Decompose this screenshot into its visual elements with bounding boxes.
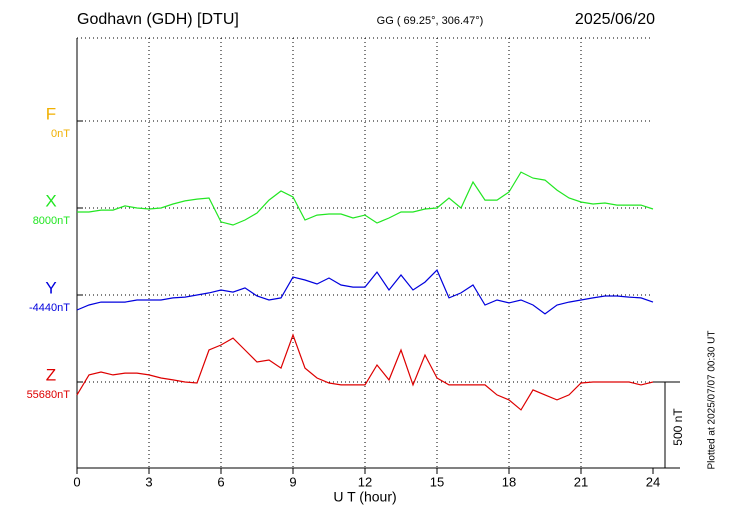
x-tick-label: 18 (502, 474, 516, 489)
x-tick-label: 24 (646, 474, 660, 489)
series-name: Z (46, 365, 56, 384)
series-name: F (46, 104, 56, 123)
baseline-label: 55680nT (27, 389, 71, 401)
baseline-label: -4440nT (29, 302, 70, 314)
x-tick-label: 3 (145, 474, 152, 489)
baseline-label: 0nT (51, 128, 70, 140)
x-tick-label: 0 (73, 474, 80, 489)
x-tick-label: 21 (574, 474, 588, 489)
x-tick-label: 9 (289, 474, 296, 489)
x-tick-label: 15 (430, 474, 444, 489)
chart-title: Godhavn (GDH) [DTU] (77, 11, 239, 28)
trace-line (77, 171, 654, 226)
baseline-label: 8000nT (33, 215, 71, 227)
x-tick-label: 6 (217, 474, 224, 489)
series-name: X (45, 191, 56, 210)
x-tick-label: 12 (358, 474, 372, 489)
scale-bar-label: 500 nT (671, 408, 685, 446)
trace-line (76, 333, 654, 411)
trace-line (76, 269, 654, 315)
chart-subtitle: GG ( 69.25°, 306.47°) (377, 15, 484, 27)
x-axis-label: U T (hour) (333, 489, 396, 505)
chart-date: 2025/06/20 (575, 11, 655, 28)
plot-note: Plotted at 2025/07/07 00:30 UT (707, 331, 718, 470)
series-name: Y (45, 278, 56, 297)
